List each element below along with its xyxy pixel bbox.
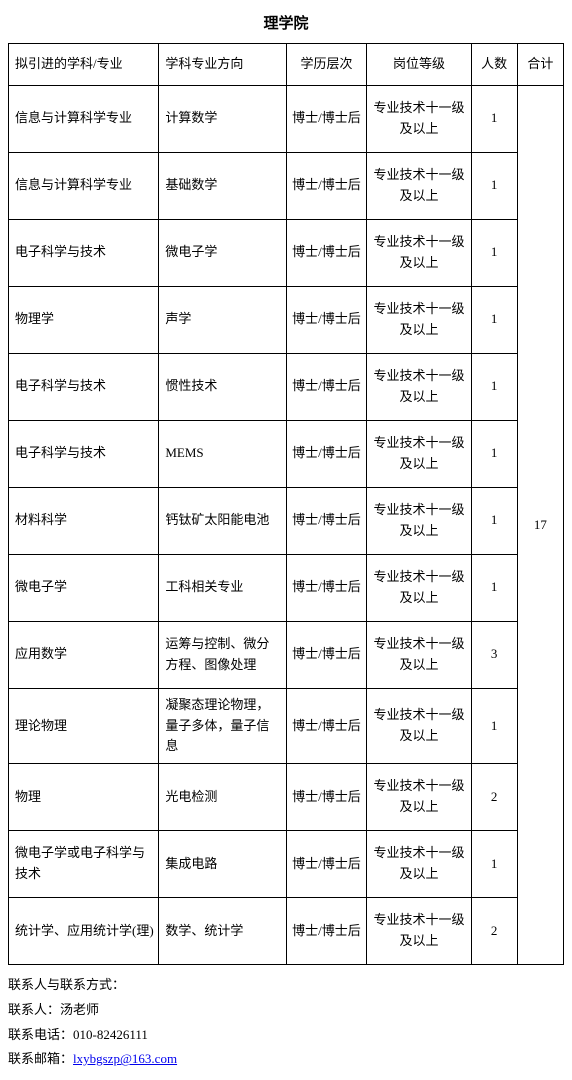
col-degree: 学历层次	[286, 44, 367, 86]
table-row: 应用数学运筹与控制、微分方程、图像处理博士/博士后专业技术十一级及以上3	[9, 621, 564, 688]
contact-phone-label: 联系电话：	[8, 1027, 73, 1042]
table-row: 统计学、应用统计学(理)数学、统计学博士/博士后专业技术十一级及以上2	[9, 898, 564, 965]
cell-subject: 微电子学或电子科学与技术	[9, 831, 159, 898]
cell-count: 2	[471, 898, 517, 965]
col-subject: 拟引进的学科/专业	[9, 44, 159, 86]
cell-rank: 专业技术十一级及以上	[367, 688, 471, 763]
cell-direction: 基础数学	[159, 152, 286, 219]
cell-degree: 博士/博士后	[286, 831, 367, 898]
contact-email: 联系邮箱：lxybgszp@163.com	[8, 1047, 564, 1072]
table-row: 物理光电检测博士/博士后专业技术十一级及以上2	[9, 764, 564, 831]
cell-degree: 博士/博士后	[286, 487, 367, 554]
cell-count: 2	[471, 764, 517, 831]
table-row: 电子科学与技术MEMS博士/博士后专业技术十一级及以上1	[9, 420, 564, 487]
cell-total: 17	[517, 85, 563, 964]
cell-rank: 专业技术十一级及以上	[367, 420, 471, 487]
cell-subject: 材料科学	[9, 487, 159, 554]
cell-count: 1	[471, 85, 517, 152]
cell-direction: 数学、统计学	[159, 898, 286, 965]
cell-subject: 理论物理	[9, 688, 159, 763]
cell-degree: 博士/博士后	[286, 420, 367, 487]
cell-direction: 运筹与控制、微分方程、图像处理	[159, 621, 286, 688]
cell-direction: 声学	[159, 286, 286, 353]
col-direction: 学科专业方向	[159, 44, 286, 86]
cell-rank: 专业技术十一级及以上	[367, 554, 471, 621]
cell-subject: 电子科学与技术	[9, 353, 159, 420]
cell-degree: 博士/博士后	[286, 353, 367, 420]
cell-rank: 专业技术十一级及以上	[367, 487, 471, 554]
cell-rank: 专业技术十一级及以上	[367, 353, 471, 420]
table-row: 电子科学与技术惯性技术博士/博士后专业技术十一级及以上1	[9, 353, 564, 420]
contact-email-label: 联系邮箱：	[8, 1051, 73, 1066]
cell-direction: 计算数学	[159, 85, 286, 152]
cell-subject: 物理学	[9, 286, 159, 353]
cell-direction: 钙钛矿太阳能电池	[159, 487, 286, 554]
table-row: 物理学声学博士/博士后专业技术十一级及以上1	[9, 286, 564, 353]
cell-subject: 信息与计算科学专业	[9, 85, 159, 152]
col-count: 人数	[471, 44, 517, 86]
cell-direction: 惯性技术	[159, 353, 286, 420]
cell-rank: 专业技术十一级及以上	[367, 621, 471, 688]
recruitment-table: 拟引进的学科/专业 学科专业方向 学历层次 岗位等级 人数 合计 信息与计算科学…	[8, 43, 564, 965]
table-row: 信息与计算科学专业基础数学博士/博士后专业技术十一级及以上1	[9, 152, 564, 219]
cell-count: 1	[471, 688, 517, 763]
cell-degree: 博士/博士后	[286, 621, 367, 688]
cell-direction: 光电检测	[159, 764, 286, 831]
cell-degree: 博士/博士后	[286, 688, 367, 763]
cell-rank: 专业技术十一级及以上	[367, 152, 471, 219]
cell-rank: 专业技术十一级及以上	[367, 831, 471, 898]
contact-block: 联系人与联系方式： 联系人：汤老师 联系电话：010-82426111 联系邮箱…	[8, 973, 564, 1072]
contact-phone: 联系电话：010-82426111	[8, 1023, 564, 1048]
cell-rank: 专业技术十一级及以上	[367, 85, 471, 152]
cell-count: 1	[471, 554, 517, 621]
cell-count: 1	[471, 487, 517, 554]
cell-direction: 工科相关专业	[159, 554, 286, 621]
cell-direction: MEMS	[159, 420, 286, 487]
cell-rank: 专业技术十一级及以上	[367, 764, 471, 831]
cell-subject: 电子科学与技术	[9, 420, 159, 487]
cell-subject: 物理	[9, 764, 159, 831]
cell-degree: 博士/博士后	[286, 554, 367, 621]
contact-person-label: 联系人：	[8, 1002, 60, 1017]
table-row: 微电子学或电子科学与技术集成电路博士/博士后专业技术十一级及以上1	[9, 831, 564, 898]
col-total: 合计	[517, 44, 563, 86]
table-row: 电子科学与技术微电子学博士/博士后专业技术十一级及以上1	[9, 219, 564, 286]
cell-subject: 统计学、应用统计学(理)	[9, 898, 159, 965]
cell-degree: 博士/博士后	[286, 286, 367, 353]
contact-person-value: 汤老师	[60, 1002, 99, 1017]
cell-count: 1	[471, 286, 517, 353]
cell-degree: 博士/博士后	[286, 152, 367, 219]
cell-rank: 专业技术十一级及以上	[367, 219, 471, 286]
cell-rank: 专业技术十一级及以上	[367, 898, 471, 965]
cell-count: 3	[471, 621, 517, 688]
cell-subject: 信息与计算科学专业	[9, 152, 159, 219]
table-row: 信息与计算科学专业计算数学博士/博士后专业技术十一级及以上117	[9, 85, 564, 152]
cell-degree: 博士/博士后	[286, 898, 367, 965]
page-title: 理学院	[8, 12, 564, 33]
cell-direction: 微电子学	[159, 219, 286, 286]
cell-degree: 博士/博士后	[286, 85, 367, 152]
cell-count: 1	[471, 353, 517, 420]
table-row: 微电子学工科相关专业博士/博士后专业技术十一级及以上1	[9, 554, 564, 621]
contact-phone-value: 010-82426111	[73, 1027, 148, 1042]
cell-rank: 专业技术十一级及以上	[367, 286, 471, 353]
cell-degree: 博士/博士后	[286, 219, 367, 286]
cell-direction: 凝聚态理论物理，量子多体，量子信息	[159, 688, 286, 763]
cell-direction: 集成电路	[159, 831, 286, 898]
cell-degree: 博士/博士后	[286, 764, 367, 831]
cell-count: 1	[471, 420, 517, 487]
cell-subject: 微电子学	[9, 554, 159, 621]
col-rank: 岗位等级	[367, 44, 471, 86]
cell-count: 1	[471, 831, 517, 898]
contact-person: 联系人：汤老师	[8, 998, 564, 1023]
table-row: 理论物理凝聚态理论物理，量子多体，量子信息博士/博士后专业技术十一级及以上1	[9, 688, 564, 763]
table-header-row: 拟引进的学科/专业 学科专业方向 学历层次 岗位等级 人数 合计	[9, 44, 564, 86]
contact-email-link[interactable]: lxybgszp@163.com	[73, 1051, 177, 1066]
cell-count: 1	[471, 152, 517, 219]
cell-count: 1	[471, 219, 517, 286]
table-row: 材料科学钙钛矿太阳能电池博士/博士后专业技术十一级及以上1	[9, 487, 564, 554]
cell-subject: 电子科学与技术	[9, 219, 159, 286]
cell-subject: 应用数学	[9, 621, 159, 688]
contact-header: 联系人与联系方式：	[8, 973, 564, 998]
